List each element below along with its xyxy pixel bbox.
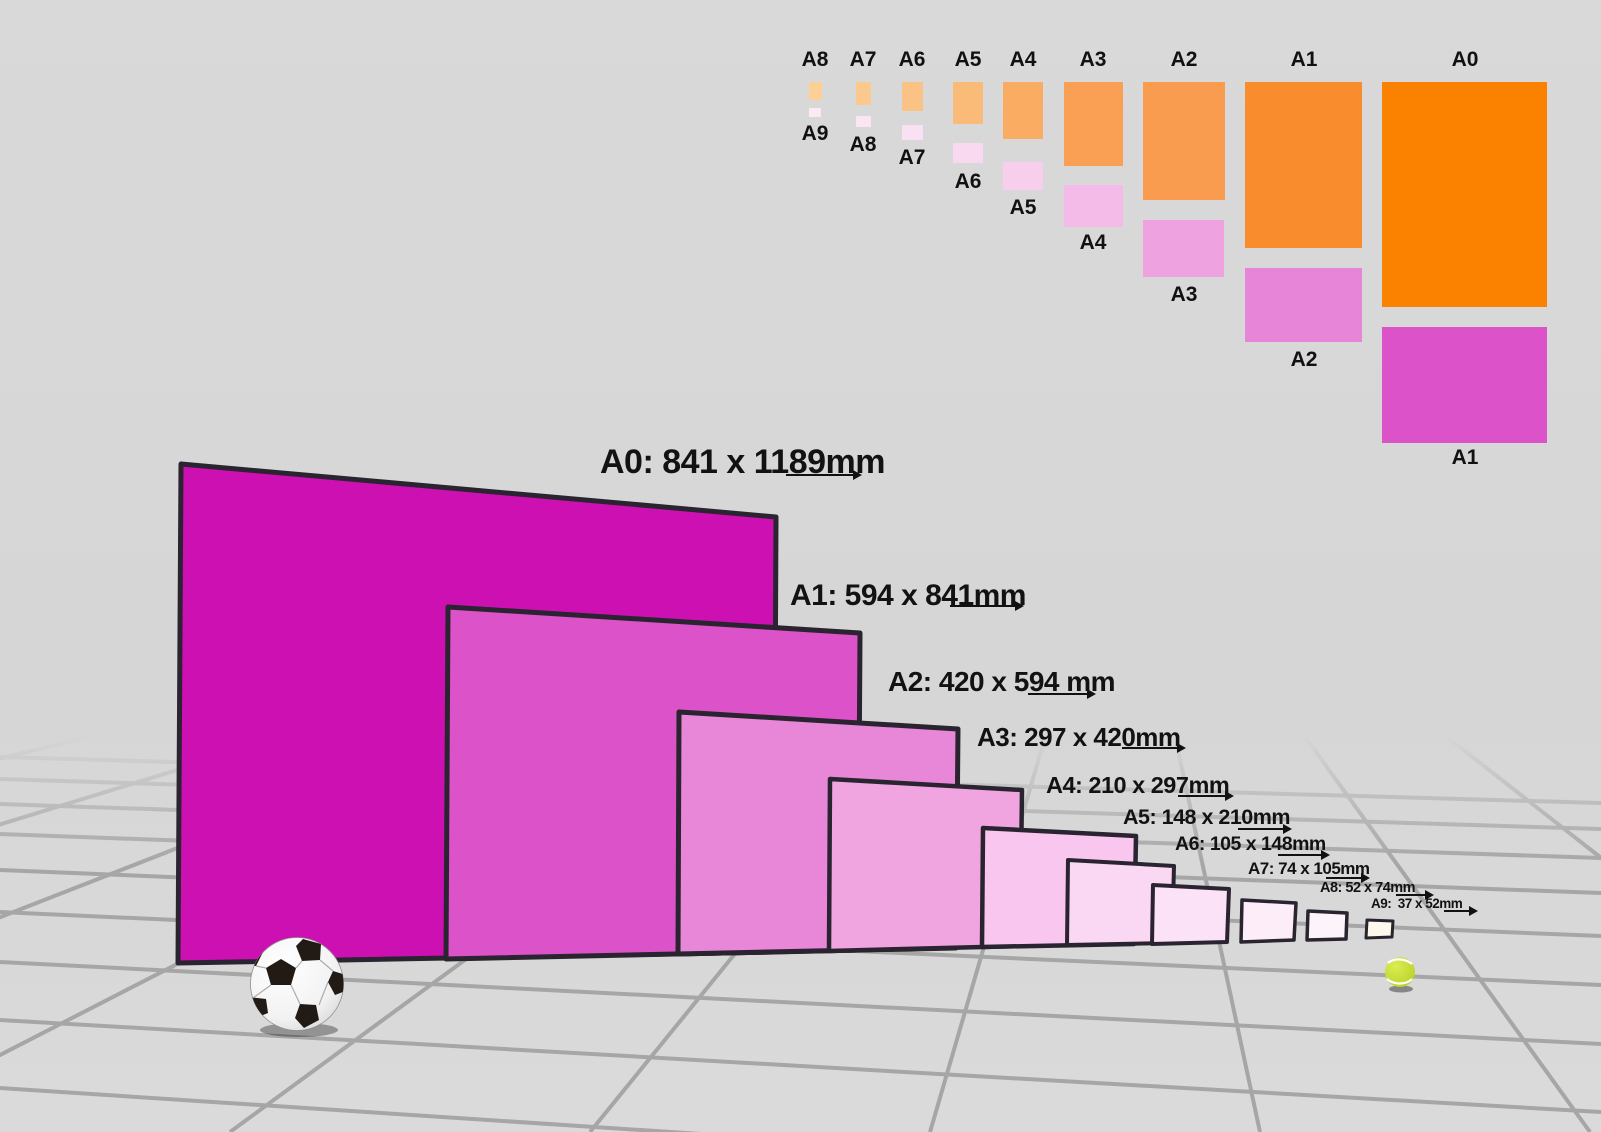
- flat-top-label-a7: A7: [849, 48, 877, 71]
- sheet-a6: [1150, 883, 1231, 946]
- flat-bottom-label-a7: A7: [898, 146, 926, 169]
- flat-landscape-a6: [953, 143, 983, 163]
- dimension-arrow-a1: [950, 601, 1024, 611]
- flat-top-label-a6: A6: [898, 48, 926, 71]
- dimension-arrow-a5: [1238, 824, 1292, 834]
- dimension-arrow-a9: [1444, 906, 1478, 916]
- flat-portrait-a3: [1064, 82, 1123, 166]
- flat-landscape-a1: [1382, 327, 1547, 443]
- flat-bottom-label-a5: A5: [1009, 196, 1037, 219]
- label-a3: A3: 297 x 420mm: [977, 722, 1181, 752]
- flat-bottom-label-a2: A2: [1290, 348, 1318, 371]
- flat-top-label-a8: A8: [801, 48, 829, 71]
- sheet-a9: [1364, 918, 1395, 940]
- standing-sheets: [175, 461, 1395, 966]
- flat-landscape-a5: [1003, 162, 1043, 190]
- flat-portrait-a4: [1003, 82, 1043, 139]
- flat-portrait-a2: [1143, 82, 1225, 200]
- dimension-arrow-a8: [1396, 890, 1434, 900]
- dimension-arrow-a7: [1326, 873, 1370, 883]
- sheet-a7: [1239, 898, 1298, 944]
- flat-portrait-a0: [1382, 82, 1547, 307]
- flat-portrait-a5: [953, 82, 983, 124]
- label-a1: A1: 594 x 841mm: [790, 579, 1027, 612]
- flat-top-label-a1: A1: [1290, 48, 1318, 71]
- label-a7: A7: 74 x 105mm: [1248, 859, 1370, 878]
- flat-landscape-a3: [1143, 220, 1224, 277]
- label-a0: A0: 841 x 1189mm: [600, 443, 885, 481]
- flat-bottom-label-a1: A1: [1451, 446, 1479, 469]
- flat-bottom-label-a4: A4: [1079, 231, 1107, 254]
- label-a6: A6: 105 x 148mm: [1175, 833, 1326, 855]
- flat-landscape-a8: [856, 116, 871, 127]
- flat-bottom-label-a8: A8: [849, 133, 877, 156]
- flat-top-label-a4: A4: [1009, 48, 1037, 71]
- flat-portrait-a8: [809, 82, 822, 100]
- flat-top-label-a2: A2: [1170, 48, 1198, 71]
- sheet-a8: [1305, 909, 1349, 942]
- flat-top-label-a3: A3: [1079, 48, 1107, 71]
- flat-top-label-a0: A0: [1451, 48, 1479, 71]
- flat-bottom-label-a3: A3: [1170, 283, 1198, 306]
- flat-landscape-a7: [902, 125, 923, 140]
- soccer-ball: [250, 937, 344, 1037]
- label-a9: A9: 37 x 52mm: [1371, 896, 1463, 911]
- dimension-arrow-a4: [1178, 791, 1234, 801]
- label-a8: A8: 52 x 74mm: [1320, 880, 1416, 896]
- flat-top-label-a5: A5: [954, 48, 982, 71]
- dimension-arrow-a0: [786, 470, 862, 480]
- flat-bottom-label-a9: A9: [801, 122, 829, 145]
- label-a5: A5: 148 x 210mm: [1123, 805, 1291, 829]
- flat-landscape-a2: [1245, 268, 1362, 342]
- dimension-arrow-a6: [1278, 850, 1330, 860]
- flat-portrait-a7: [856, 82, 871, 105]
- label-a4: A4: 210 x 297mm: [1046, 772, 1230, 798]
- flat-portrait-a1: [1245, 82, 1362, 248]
- dimension-arrow-a2: [1028, 689, 1096, 699]
- flat-landscape-a4: [1064, 185, 1123, 227]
- flat-landscape-a9: [809, 108, 821, 117]
- tennis-ball: [1385, 957, 1415, 993]
- flat-portrait-a6: [902, 82, 923, 111]
- dimension-arrow-a3: [1122, 743, 1186, 753]
- flat-bottom-label-a6: A6: [954, 170, 982, 193]
